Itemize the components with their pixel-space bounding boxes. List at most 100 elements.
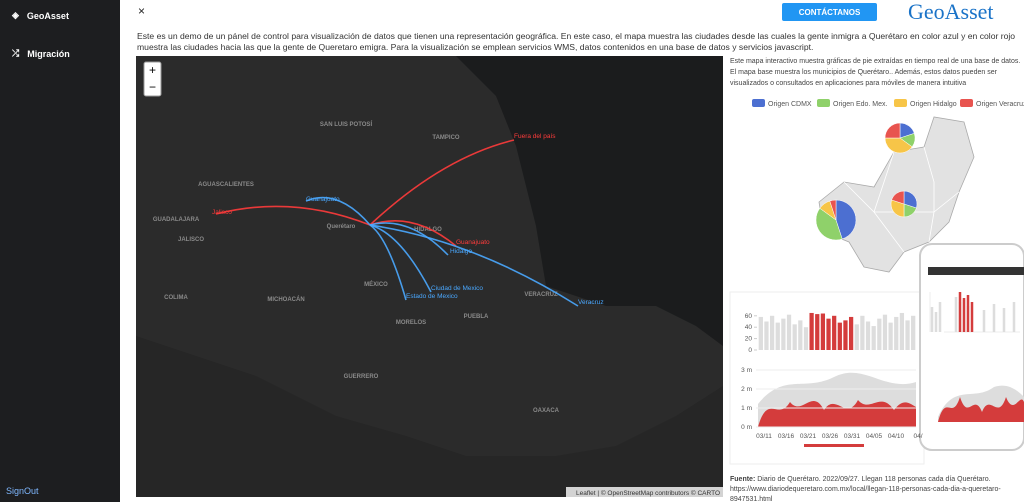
place-label: MORELOS (396, 320, 426, 326)
brand-text: GeoAsset (26, 10, 69, 21)
pie-slice (884, 137, 913, 154)
intro-text: Este es un demo de un pánel de control p… (137, 31, 1016, 52)
flow-label: Estado de Mexico (406, 293, 458, 300)
place-label: COLIMA (164, 295, 188, 301)
contact-button[interactable]: CONTÁCTANOS (782, 3, 877, 21)
y-tick-label: 40 (745, 324, 753, 331)
flow-label: Ciudad de Mexico (431, 285, 483, 292)
legend-label: Origen Veracruz (976, 101, 1024, 108)
y-tick-label: 20 (745, 336, 753, 343)
bar (832, 315, 837, 350)
attribution-box (566, 487, 723, 497)
area-tick-label: 1 m (741, 405, 752, 412)
bar (848, 316, 854, 350)
bar (786, 314, 792, 350)
bar (843, 320, 848, 350)
bar (758, 316, 763, 350)
flow-arc (305, 196, 371, 226)
place-label: MÉXICO (364, 280, 388, 288)
pie-slice (891, 190, 905, 205)
place-label: AGUASCALIENTES (198, 182, 254, 188)
zoom-in[interactable]: + (149, 63, 156, 77)
logo: GeoAsset (908, 0, 994, 24)
date-label: 03/16 (778, 433, 795, 440)
date-label: 03/11 (756, 433, 772, 440)
bar (775, 322, 780, 350)
place-label: TAMPICO (432, 135, 460, 141)
legend-swatch (960, 99, 973, 107)
bar (882, 314, 888, 350)
range-slider[interactable] (804, 444, 864, 447)
flow-arc (369, 139, 515, 226)
land-south (136, 336, 723, 497)
bar (837, 322, 842, 350)
date-label: 04/05 (866, 433, 883, 440)
zoom-control (143, 61, 162, 97)
bar (854, 324, 859, 350)
place-label: PUEBLA (464, 314, 489, 320)
land (136, 56, 723, 497)
place-label: HIDALGO (414, 227, 442, 233)
bar (769, 315, 775, 350)
pie-slice (890, 199, 905, 218)
brand[interactable]: ◈ GeoAsset (12, 10, 69, 21)
flow-label: Jalisco (212, 209, 232, 216)
zoom-out[interactable]: − (149, 80, 156, 94)
panel-description: Este mapa interactivo muestra gráficas d… (730, 58, 1021, 87)
flow-arc (215, 205, 371, 226)
bar (911, 315, 916, 350)
pie-slice (835, 199, 857, 240)
source-label: Fuente: (730, 476, 756, 483)
bar (871, 326, 876, 350)
bar (815, 314, 820, 350)
date-label: 04/ (913, 433, 922, 440)
icon: ⤮ (12, 48, 20, 58)
bar (888, 322, 893, 350)
legend-label: Origen Hidalgo (910, 101, 957, 108)
phone-status-bar (928, 267, 1024, 275)
place-label: JALISCO (178, 237, 204, 243)
bar (860, 315, 865, 350)
bar (894, 316, 899, 350)
legend-swatch (752, 99, 765, 107)
legend-label: Origen CDMX (768, 101, 812, 108)
legend-label: Origen Edo. Mex. (833, 101, 888, 108)
flow-label: Hidalgo (450, 248, 472, 255)
bar (803, 327, 809, 350)
flow-arc (369, 224, 579, 307)
attribution: Leaflet | © OpenStreetMap contributors ©… (576, 489, 720, 497)
signout[interactable]: SignOut (6, 486, 39, 496)
nav-text: Migración (27, 48, 70, 59)
flow-arc (369, 224, 432, 293)
flow-label: Veracruz (578, 299, 604, 306)
bar (781, 318, 786, 350)
date-label: 04/10 (888, 433, 905, 440)
pie-slice (884, 122, 901, 139)
sidebar: ◈ GeoAsset ⤮ Migración SignOut (0, 0, 120, 502)
municipal-borders (843, 146, 960, 253)
flow-label: Fuera del país (514, 133, 556, 140)
area-tick-label: 0 m (741, 424, 752, 431)
flow-arc (369, 224, 407, 301)
place-label: OAXACA (533, 408, 560, 414)
pie-slice (829, 199, 837, 221)
flow-label: Guanajuato (306, 196, 340, 203)
source-text: Diario de Querétaro. 2022/09/27. Llegan … (730, 476, 1001, 502)
bar (809, 312, 814, 350)
bar (905, 320, 910, 350)
area-red (758, 400, 916, 427)
nav-item[interactable]: ⤮ Migración (12, 48, 70, 59)
y-tick-label: 60 (745, 313, 753, 320)
source: Fuente: Diario de Querétaro. 2022/09/27.… (730, 475, 1022, 502)
place-label: GUERRERO (344, 374, 379, 380)
bar (877, 318, 882, 350)
flow-arc (369, 222, 449, 256)
icon: ◈ (12, 10, 19, 20)
phone-bars-red (958, 292, 974, 332)
legend-swatch (894, 99, 907, 107)
place-label: SAN LUIS POTOSÍ (320, 120, 373, 128)
bar (826, 318, 831, 350)
close-button[interactable]: × (138, 4, 146, 18)
place-label: MICHOACÁN (267, 296, 304, 303)
